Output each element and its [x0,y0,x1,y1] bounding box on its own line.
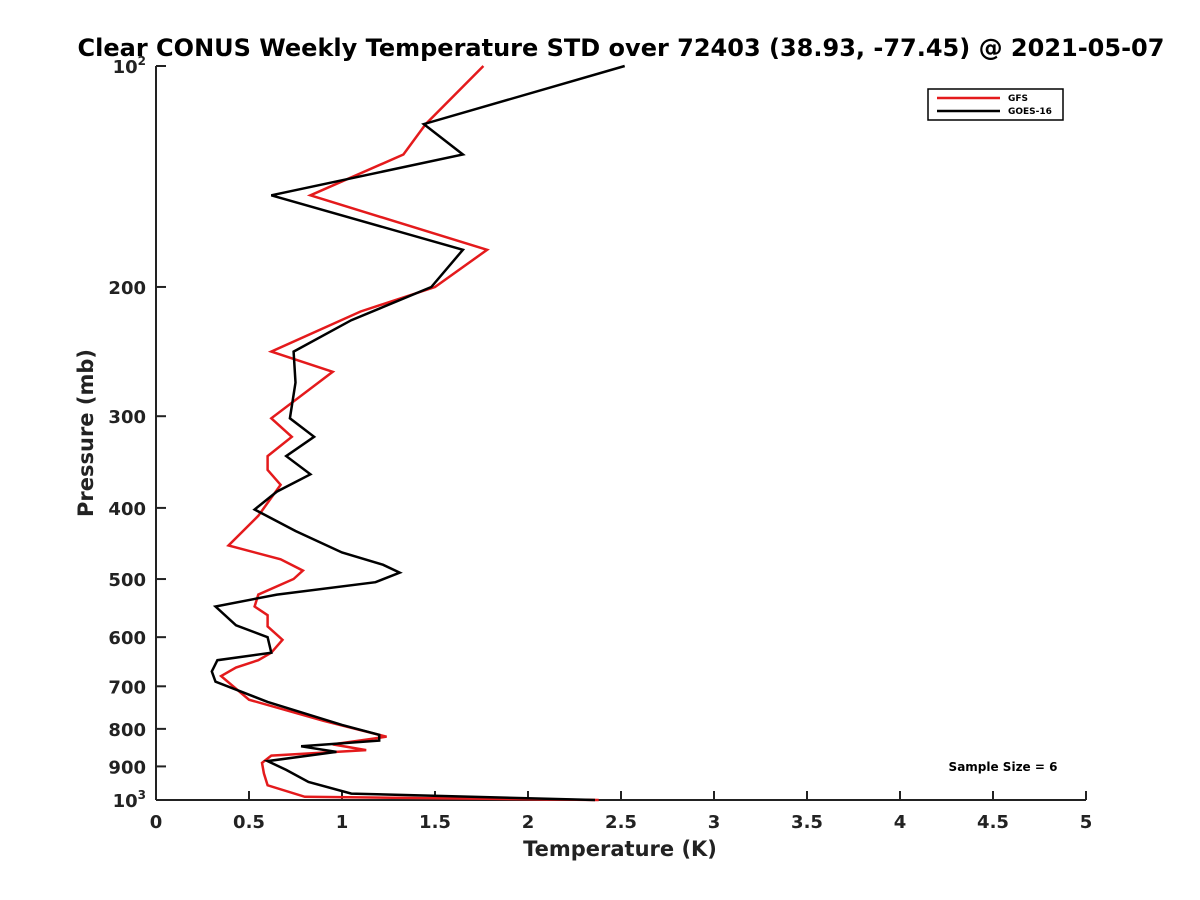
x-tick-label: 2.5 [605,812,637,833]
y-tick-label: 800 [108,720,146,741]
series-line-goes-16 [210,64,626,802]
x-tick-label: 2 [522,812,535,833]
plot-area: 0 0.5 1 1.5 2 2.5 3 3.5 4 4.5 5 102 200 300 400 500 600 7… [108,54,1092,833]
x-tick-label: 4.5 [977,812,1009,833]
x-axis-label: Temperature (K) [523,837,717,861]
x-tick-label: 1 [336,812,349,833]
y-tick-label: 200 [108,278,146,299]
x-tick-label: 3.5 [791,812,823,833]
sample-size-annotation: Sample Size = 6 [949,760,1058,774]
x-tick-label: 5 [1080,812,1093,833]
legend-box [927,88,1064,121]
x-tick-label: 1.5 [419,812,451,833]
y-tick-label: 300 [108,407,146,428]
y-tick-label: 700 [108,677,146,698]
x-tick-label: 0.5 [233,812,265,833]
y-tick-label: 102 [113,54,146,78]
chart-title: Clear CONUS Weekly Temperature STD over … [78,34,1165,62]
y-tick-label: 400 [108,499,146,520]
y-tick-label: 500 [108,570,146,591]
x-tick-label: 4 [894,812,907,833]
y-tick-label: 900 [108,757,146,778]
y-tick-label: 600 [108,628,146,649]
x-tick-label: 0 [150,812,163,833]
legend-label-goes-16: GOES-16 [1008,107,1052,117]
x-tick-label: 3 [708,812,721,833]
y-axis-label: Pressure (mb) [74,349,98,517]
legend-label-gfs: GFS [1008,94,1028,104]
y-tick-label: 103 [113,788,146,812]
series-line-gfs [218,65,599,802]
